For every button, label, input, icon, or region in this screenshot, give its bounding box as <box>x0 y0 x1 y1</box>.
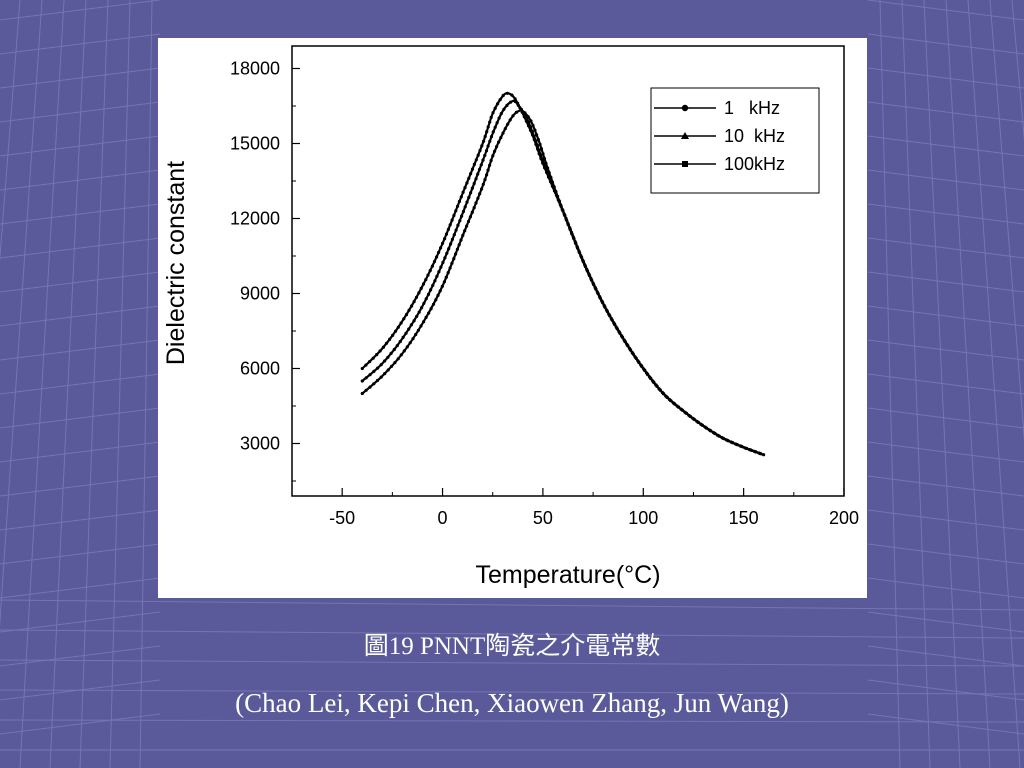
y-tick-label: 3000 <box>240 434 280 454</box>
x-tick-label: 0 <box>438 508 448 528</box>
legend-marker <box>681 132 689 139</box>
chart-figure: -50 0 50 100 150 200 3000 6000 9000 12000 15000 180… <box>158 38 867 598</box>
legend-entries: 1 kHz 10 kHz 100kHz <box>654 98 785 174</box>
y-tick-label: 6000 <box>240 359 280 379</box>
legend-label: 10 kHz <box>724 126 785 146</box>
x-axis-title: Temperature(°C) <box>475 561 660 589</box>
y-tick-label: 15000 <box>230 134 280 154</box>
axis-ticks: -50 0 50 100 150 200 3000 6000 9000 12000 15000 180… <box>230 59 859 529</box>
y-tick-label: 18000 <box>230 59 280 79</box>
legend-marker <box>682 161 688 167</box>
legend-box <box>650 87 820 194</box>
y-tick-label: 9000 <box>240 284 280 304</box>
figure-credits: (Chao Lei, Kepi Chen, Xiaowen Zhang, Jun… <box>235 688 789 718</box>
x-tick-label: -50 <box>329 508 355 528</box>
figure-caption: 圖19 PNNT陶瓷之介電常數 <box>363 633 661 660</box>
y-tick-label: 12000 <box>230 209 280 229</box>
x-tick-label: 200 <box>829 508 859 528</box>
series-lines <box>360 91 766 457</box>
legend-label: 1 kHz <box>724 98 780 118</box>
y-axis-title: Dielectric constant <box>162 161 190 365</box>
x-tick-label: 50 <box>533 508 553 528</box>
x-tick-label: 150 <box>729 508 759 528</box>
legend-label: 100kHz <box>724 154 785 174</box>
legend: 1 kHz 10 kHz 100kHz <box>650 87 820 194</box>
dielectric-chart: -50 0 50 100 150 200 3000 6000 9000 12000 15000 180… <box>162 45 859 589</box>
x-tick-label: 100 <box>628 508 658 528</box>
series-markers-2 <box>360 108 762 456</box>
plot-frame <box>291 45 845 497</box>
legend-marker <box>681 104 689 112</box>
